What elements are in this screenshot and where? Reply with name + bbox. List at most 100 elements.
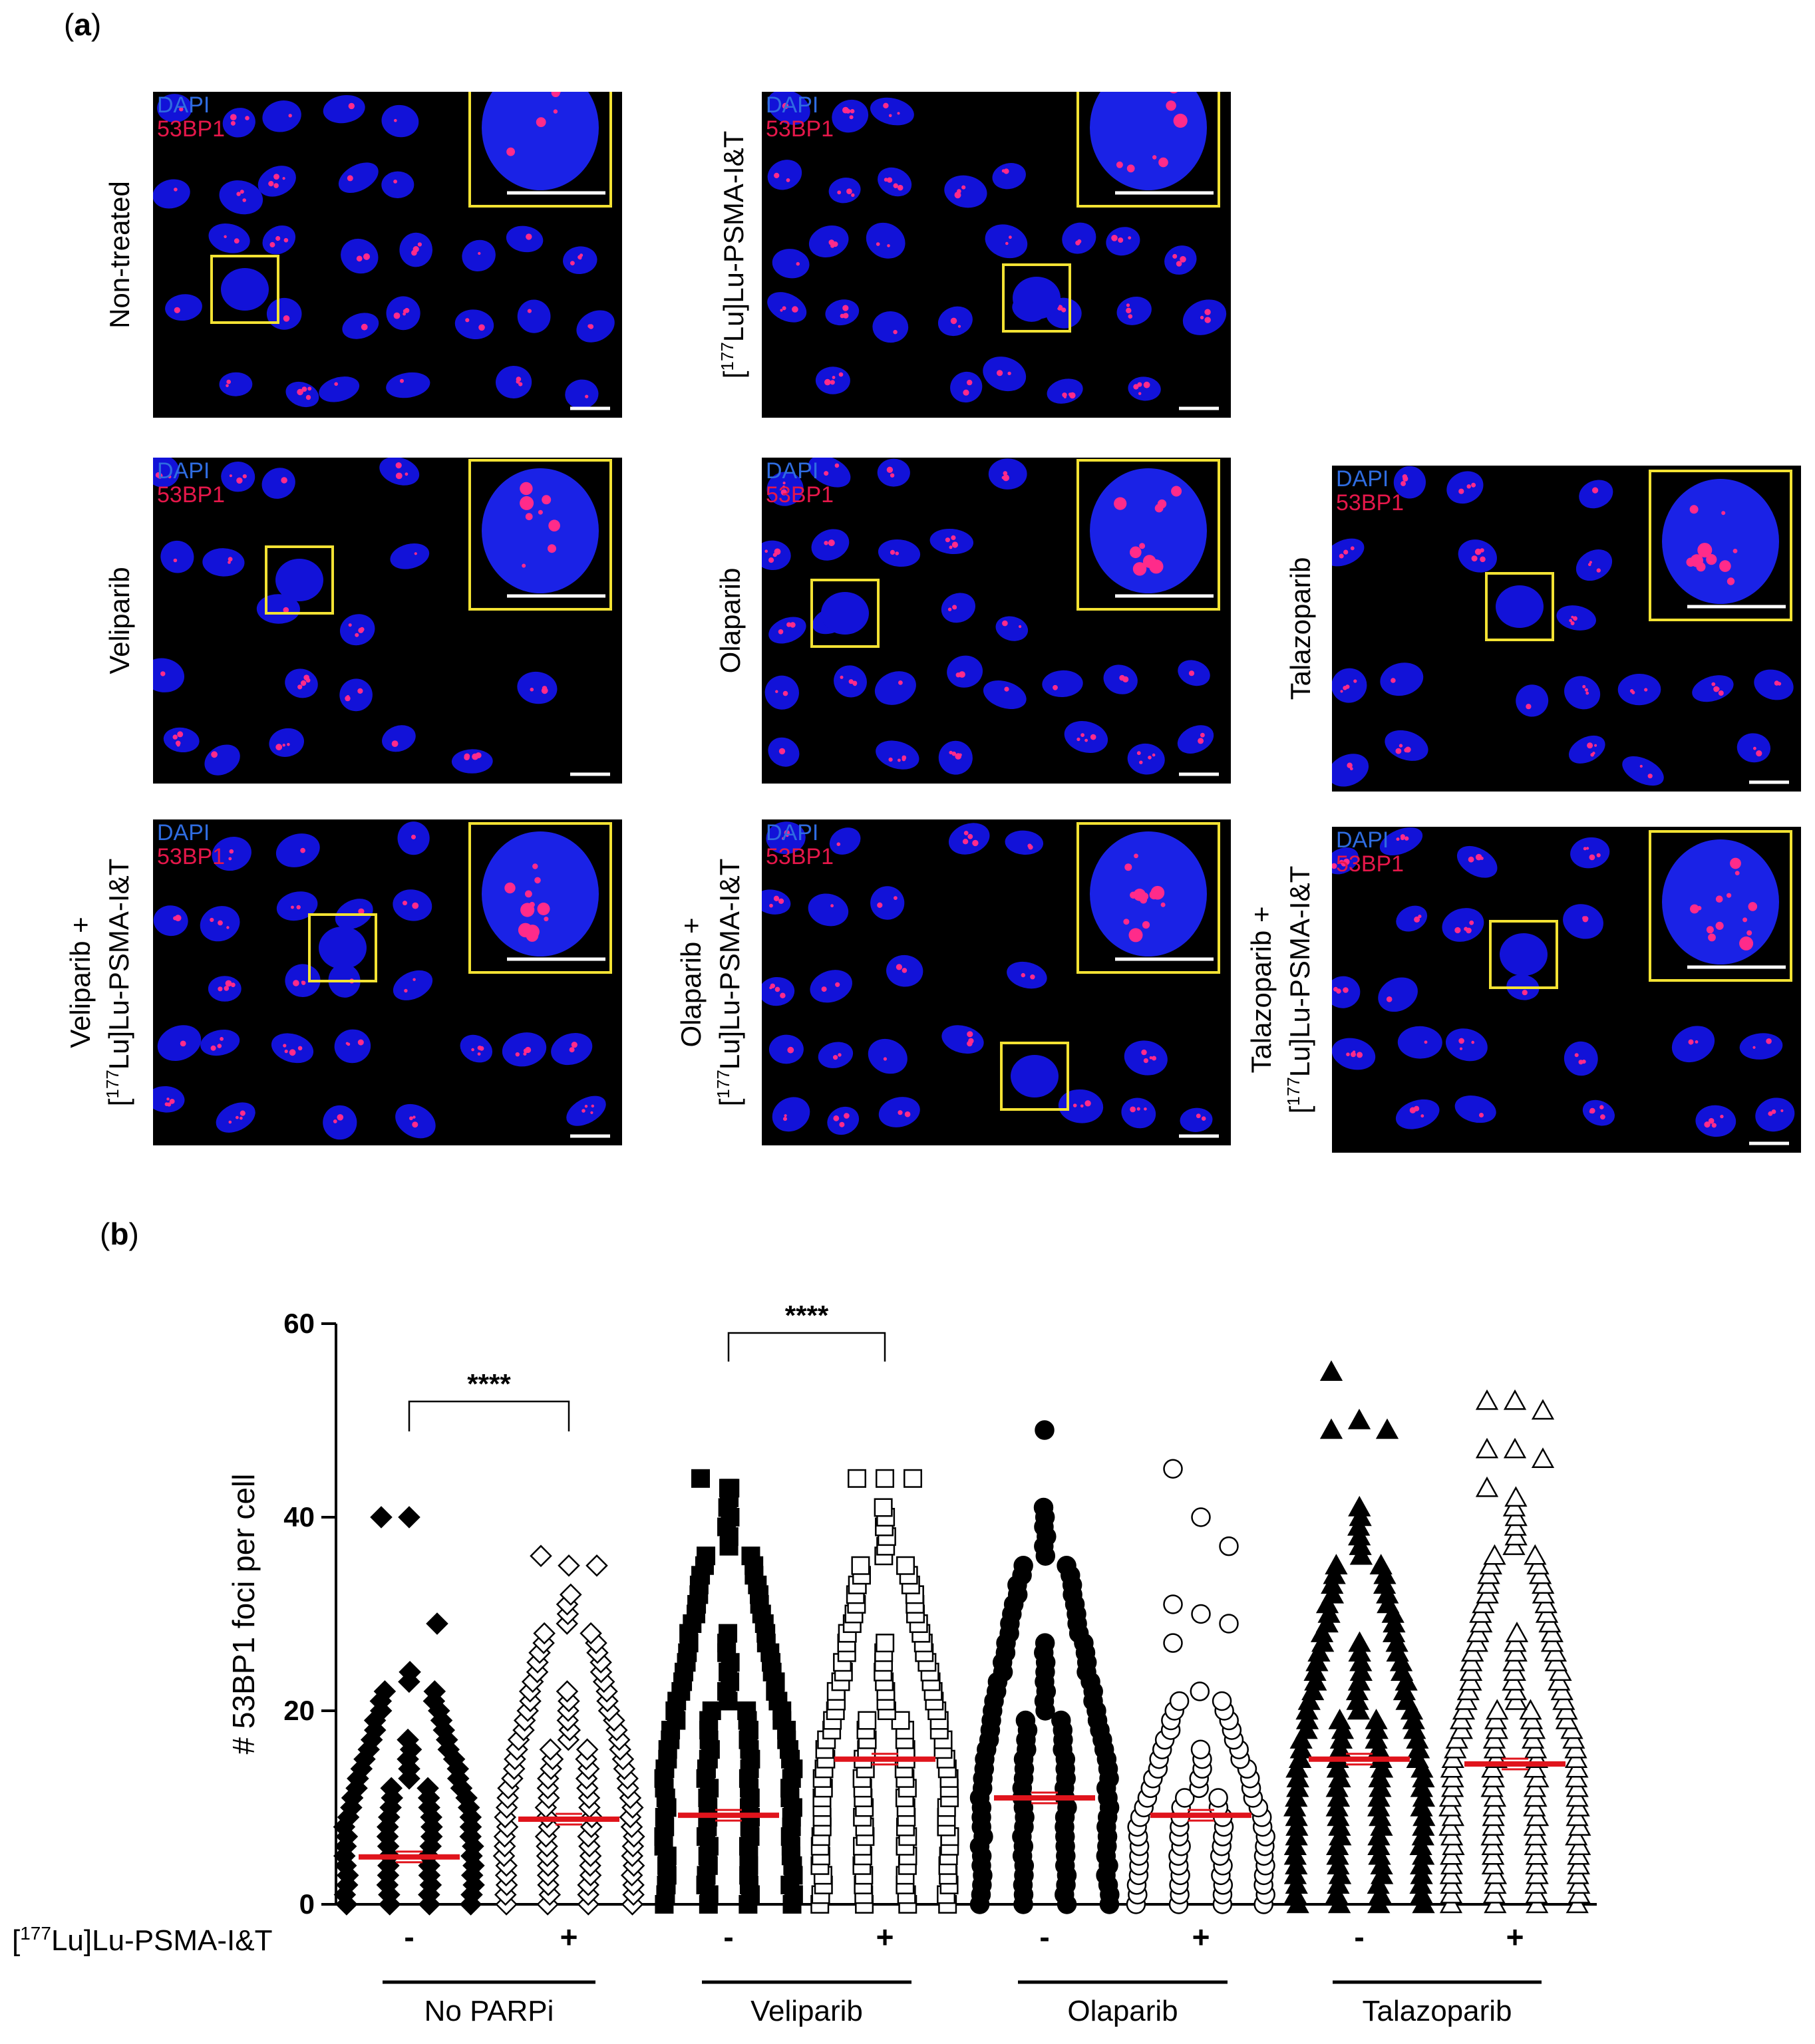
focus-dot	[226, 379, 231, 384]
data-point	[876, 1634, 895, 1653]
focus-dot	[967, 1040, 973, 1047]
focus-dot	[1144, 1107, 1147, 1111]
focus-dot	[230, 120, 236, 126]
y-axis-label: # 53BP1 foci per cell	[226, 1474, 261, 1755]
data-point	[1531, 1447, 1555, 1468]
data-point	[1348, 1495, 1371, 1517]
focus-dot	[471, 1048, 474, 1052]
inset-focus-dot	[1173, 113, 1188, 128]
focus-dot	[1080, 1104, 1084, 1108]
significance-label: ****	[785, 1300, 829, 1331]
micrograph-talazoparib-lu: DAPI 53BP1	[1332, 827, 1801, 1153]
focus-dot	[1350, 546, 1355, 551]
nucleus	[1563, 904, 1603, 939]
focus-dot	[348, 623, 352, 627]
group-label: Talazoparib	[1362, 1995, 1512, 2027]
data-point	[576, 1738, 599, 1761]
data-point	[335, 1893, 358, 1916]
focus-dot	[1418, 915, 1422, 919]
foci-stain-label: 53BP1	[157, 844, 226, 869]
micrograph-olaparib-lu: DAPI 53BP1	[762, 819, 1231, 1145]
focus-dot	[824, 471, 829, 476]
focus-dot	[174, 307, 180, 313]
nucleus	[379, 458, 420, 486]
focus-dot	[886, 466, 894, 473]
nucleus	[1177, 725, 1214, 754]
group-label: Veliparib	[750, 1995, 863, 2027]
nucleus	[342, 313, 379, 339]
nucleus	[872, 311, 909, 343]
focus-dot	[1600, 1114, 1605, 1120]
focus-dot	[1588, 563, 1591, 566]
data-point	[719, 1479, 738, 1498]
focus-dot	[1139, 760, 1143, 764]
significance-bracket	[408, 1400, 570, 1431]
focus-dot	[1522, 990, 1528, 996]
focus-dot	[1647, 774, 1653, 779]
nucleus	[221, 461, 255, 492]
nuclei-image	[762, 458, 1220, 776]
stain-legend: DAPI 53BP1	[157, 821, 225, 869]
focus-dot	[773, 895, 780, 901]
selection-box	[810, 579, 880, 648]
focus-dot	[301, 980, 304, 984]
nucleus	[1106, 227, 1140, 256]
focus-dot	[780, 309, 783, 312]
focus-dot	[226, 384, 229, 388]
focus-dot	[177, 731, 184, 738]
focus-dot	[1076, 737, 1080, 742]
nucleus	[767, 160, 802, 190]
inset-focus-dot	[520, 496, 534, 510]
inset-focus-dot	[544, 917, 549, 922]
nucleus	[153, 179, 190, 209]
inset-focus-dot	[536, 117, 546, 127]
focus-dot	[289, 1049, 296, 1056]
focus-dot	[211, 751, 218, 758]
nucleus	[565, 379, 599, 409]
focus-dot	[334, 382, 339, 386]
focus-dot	[830, 904, 834, 908]
nucleus	[1442, 908, 1484, 942]
focus-dot	[300, 680, 307, 686]
nucleus	[395, 1103, 436, 1139]
focus-dot	[228, 557, 233, 562]
data-point	[1475, 1389, 1499, 1410]
data-point	[1365, 1708, 1388, 1729]
nucleus	[767, 92, 810, 125]
focus-dot	[846, 188, 852, 194]
focus-dot	[403, 312, 406, 316]
nucleus	[390, 543, 430, 569]
panel-label-veliparib-lu: Veliparib + [177Lu]Lu-PSMA-I&T	[65, 859, 135, 1107]
focus-dot	[412, 246, 419, 253]
focus-dot	[883, 1057, 887, 1061]
focus-dot	[957, 325, 961, 328]
nucleus	[1575, 549, 1613, 581]
inset-focus-dot	[1689, 505, 1699, 514]
data-point	[1505, 1622, 1529, 1642]
nucleus	[1042, 670, 1083, 698]
nucleus	[1564, 1041, 1598, 1076]
treatment-sign: -	[404, 1920, 414, 1954]
nucleus	[992, 163, 1026, 190]
nucleus	[506, 225, 544, 253]
inset-focus-dot	[518, 923, 533, 938]
nucleus	[323, 1105, 357, 1140]
nucleus	[768, 617, 806, 644]
nucleus	[381, 104, 419, 138]
focus-dot	[842, 106, 849, 114]
focus-dot	[1339, 553, 1344, 559]
focus-dot	[1009, 235, 1012, 239]
focus-dot	[790, 622, 796, 628]
micrograph-non-treated: DAPI 53BP1	[153, 92, 622, 418]
data-point	[1503, 1437, 1527, 1459]
selection-box	[308, 913, 377, 982]
nucleus	[995, 616, 1029, 641]
nucleus	[1570, 837, 1610, 869]
focus-dot	[359, 627, 365, 632]
inset-nucleus	[1090, 468, 1207, 593]
focus-dot	[1718, 690, 1724, 696]
focus-dot	[898, 758, 901, 762]
nucleus	[200, 1030, 240, 1056]
nucleus	[878, 539, 921, 567]
nucleus	[1005, 830, 1044, 855]
